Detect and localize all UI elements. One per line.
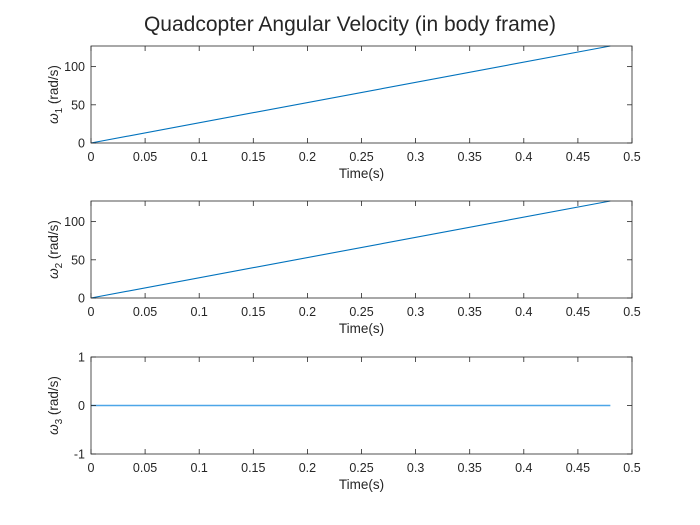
- x-tick-label: 0: [88, 305, 95, 319]
- x-tick-label: 0: [88, 461, 95, 475]
- x-tick-label: 0.25: [349, 150, 373, 164]
- y-axis-subscript: 2: [54, 262, 65, 268]
- y-axis-symbol: ω: [46, 113, 61, 124]
- x-axis-label: Time(s): [339, 477, 384, 492]
- x-axis-label: Time(s): [339, 321, 384, 336]
- x-tick-label: 0.4: [515, 150, 532, 164]
- axes-box-1: [90, 45, 633, 144]
- axes-box-2: [90, 200, 633, 299]
- y-axis-label: ω2 (rad/s): [46, 220, 65, 279]
- x-tick-label: 0.3: [407, 150, 424, 164]
- x-tick-label: 0.35: [458, 305, 482, 319]
- x-tick-label: 0.45: [566, 461, 590, 475]
- figure-title: Quadcopter Angular Velocity (in body fra…: [144, 13, 556, 36]
- x-tick-label: 0.5: [623, 461, 640, 475]
- x-tick-label: 0.1: [191, 150, 208, 164]
- subplot-3: 0 0.05 0.1 0.15 0.2 0.25 0.3 0.35 0.4 0.45 0.5-101…: [46, 351, 641, 493]
- x-tick-label: 0.45: [566, 150, 590, 164]
- y-tick-label: 0: [78, 137, 85, 151]
- x-tick-label: 0.05: [133, 305, 157, 319]
- x-tick-label: 0.45: [566, 305, 590, 319]
- series-line-1-1: [90, 45, 611, 144]
- y-axis-unit: (rad/s): [46, 376, 61, 419]
- y-tick-label: -1: [74, 448, 85, 462]
- y-axis-label: ω1 (rad/s): [46, 65, 65, 124]
- x-tick-label: 0.2: [299, 461, 316, 475]
- x-tick-label: 0: [88, 150, 95, 164]
- x-tick-label: 0.25: [349, 305, 373, 319]
- y-tick-label: 50: [71, 98, 85, 112]
- x-tick-label: 0.15: [241, 305, 265, 319]
- subplot-1: 0 0.05 0.1 0.15 0.2 0.25 0.3 0.35 0.4 0.45 0.5 0 50 1…: [46, 45, 641, 181]
- x-tick-label: 0.35: [458, 150, 482, 164]
- x-tick-label: 0.1: [191, 305, 208, 319]
- x-tick-label: 0.1: [191, 461, 208, 475]
- x-tick-label: 0.15: [241, 461, 265, 475]
- x-tick-label: 0.15: [241, 150, 265, 164]
- x-tick-label: 0.5: [623, 150, 640, 164]
- subplot-2: 0 0.05 0.1 0.15 0.2 0.25 0.3 0.35 0.4 0.45 0.5 0 50 1…: [46, 200, 641, 336]
- x-tick-label: 0.3: [407, 305, 424, 319]
- y-axis-symbol: ω: [46, 268, 61, 279]
- y-tick-label: 100: [64, 215, 85, 229]
- x-tick-label: 0.05: [133, 461, 157, 475]
- series-line-2-1: [90, 200, 611, 299]
- y-tick-label: 0: [78, 399, 85, 413]
- y-tick-label: 1: [78, 351, 85, 365]
- y-axis-subscript: 3: [54, 418, 65, 424]
- x-tick-label: 0.3: [407, 461, 424, 475]
- x-tick-label: 0.5: [623, 305, 640, 319]
- x-tick-label: 0.4: [515, 461, 532, 475]
- x-tick-label: 0.35: [458, 461, 482, 475]
- x-tick-label: 0.2: [299, 305, 316, 319]
- x-axis-label: Time(s): [339, 166, 384, 181]
- x-tick-label: 0.2: [299, 150, 316, 164]
- y-tick-label: 100: [64, 60, 85, 74]
- x-tick-label: 0.4: [515, 305, 532, 319]
- y-axis-label: ω3 (rad/s): [46, 376, 65, 435]
- y-axis-unit: (rad/s): [46, 65, 61, 108]
- y-axis-symbol: ω: [46, 424, 61, 435]
- y-axis-unit: (rad/s): [46, 220, 61, 263]
- x-tick-label: 0.25: [349, 461, 373, 475]
- x-tick-label: 0.05: [133, 150, 157, 164]
- y-tick-label: 0: [78, 292, 85, 306]
- y-axis-subscript: 1: [54, 107, 65, 113]
- subplots: 0 0.05 0.1 0.15 0.2 0.25 0.3 0.35 0.4 0.45 0.5 0 50 1…: [46, 45, 641, 493]
- y-tick-label: 50: [71, 253, 85, 267]
